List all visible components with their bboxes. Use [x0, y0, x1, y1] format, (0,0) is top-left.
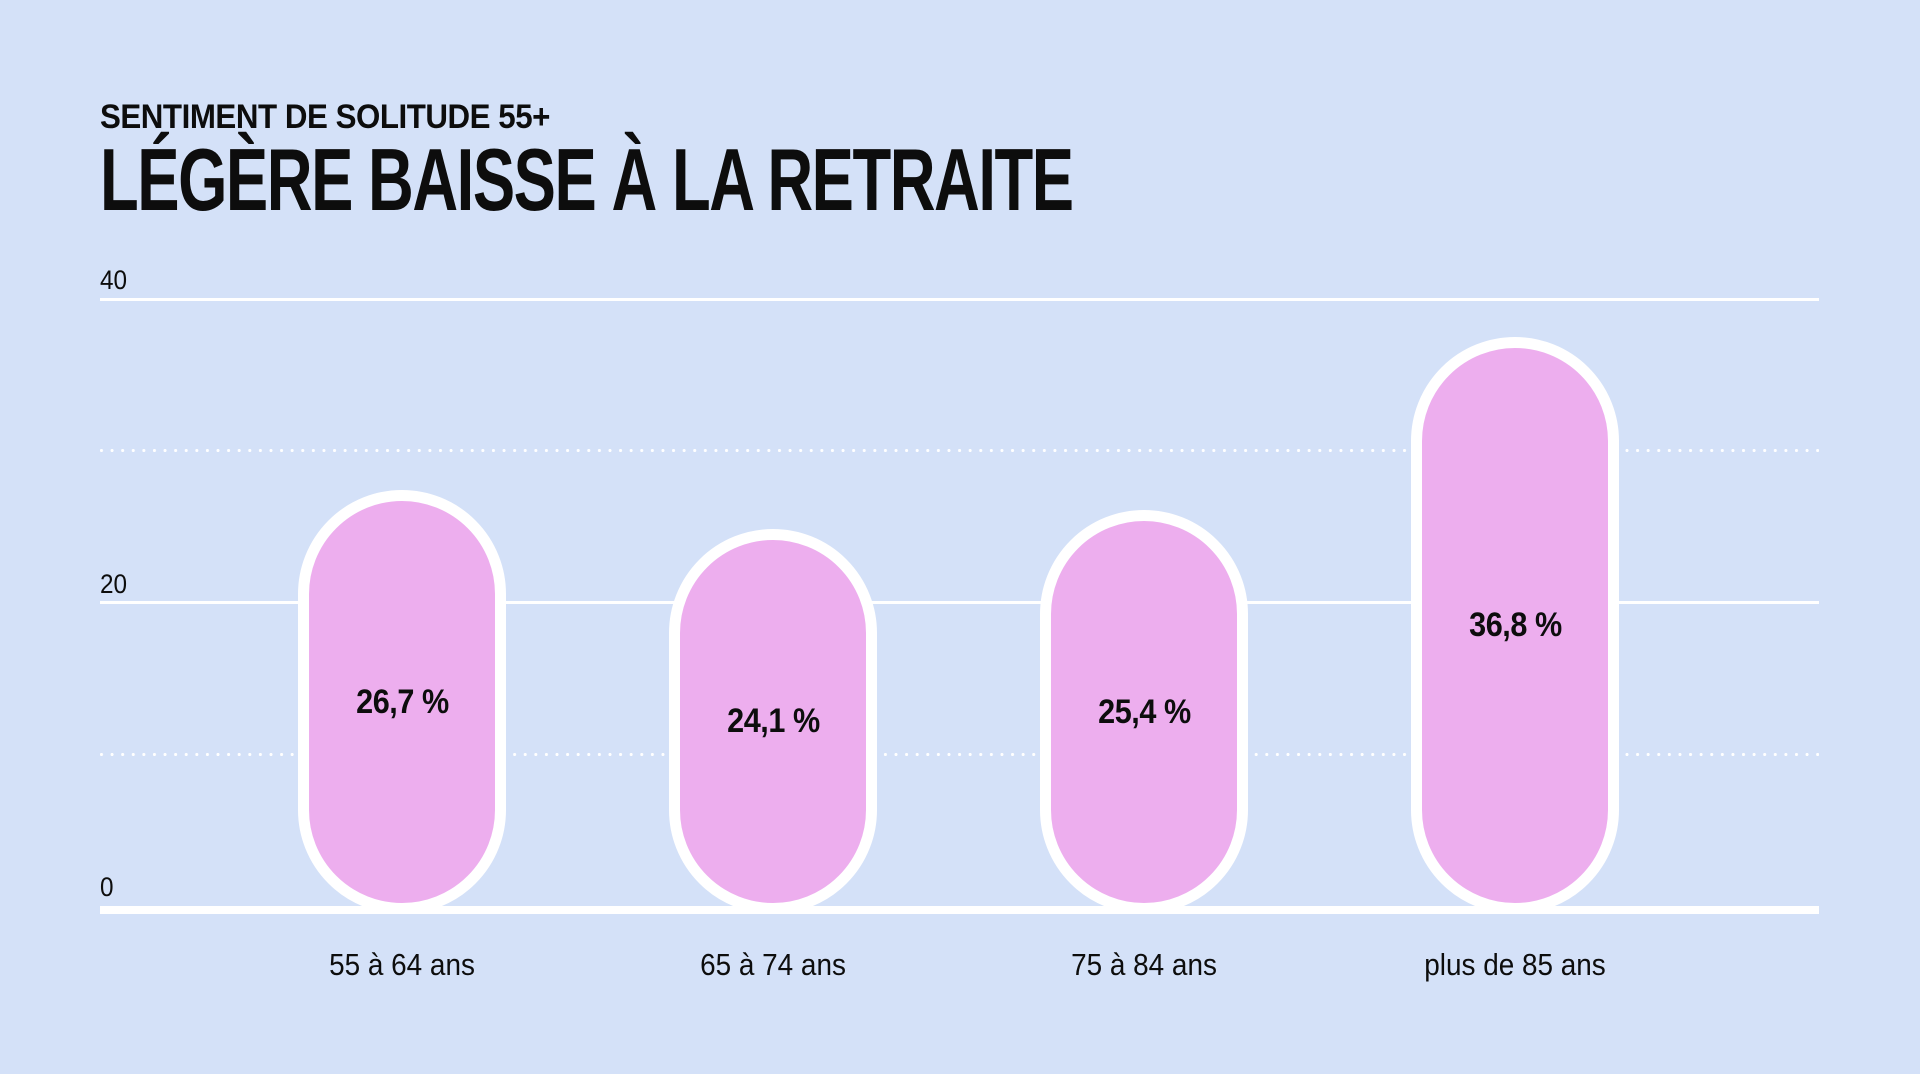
x-axis-label-plus de 85 ans: plus de 85 ans: [1424, 947, 1606, 982]
chart-title: LÉGÈRE BAISSE À LA RETRAITE: [100, 130, 1074, 229]
bar-value-label: 26,7 %: [355, 682, 449, 721]
bottom-edge-strip: [0, 1074, 1920, 1080]
bar-55 à 64 ans: 26,7 %: [298, 490, 506, 914]
y-axis-tick-label-20: 20: [100, 569, 128, 599]
gridline-solid-40: [100, 298, 1819, 301]
x-axis-label-65 à 74 ans: 65 à 74 ans: [700, 947, 846, 982]
bar-65 à 74 ans: 24,1 %: [669, 529, 877, 914]
x-axis-baseline: [100, 906, 1819, 914]
y-axis-tick-label-0: 0: [100, 872, 114, 902]
x-axis-label-75 à 84 ans: 75 à 84 ans: [1071, 947, 1217, 982]
bar-value-label: 25,4 %: [1097, 692, 1191, 731]
gridline-dotted-30: [100, 449, 1819, 452]
bar-value-label: 24,1 %: [726, 702, 820, 740]
y-axis-tick-label-40: 40: [100, 265, 128, 295]
gridline-dotted-10: [100, 753, 1819, 756]
bar-75 à 84 ans: 25,4 %: [1040, 510, 1248, 914]
chart-kicker: SENTIMENT DE SOLITUDE 55+: [100, 98, 550, 136]
bar-value-label: 36,8 %: [1468, 606, 1562, 644]
gridline-solid-20: [100, 601, 1819, 604]
x-axis-label-55 à 64 ans: 55 à 64 ans: [329, 947, 475, 982]
bar-plus de 85 ans: 36,8 %: [1411, 337, 1619, 914]
